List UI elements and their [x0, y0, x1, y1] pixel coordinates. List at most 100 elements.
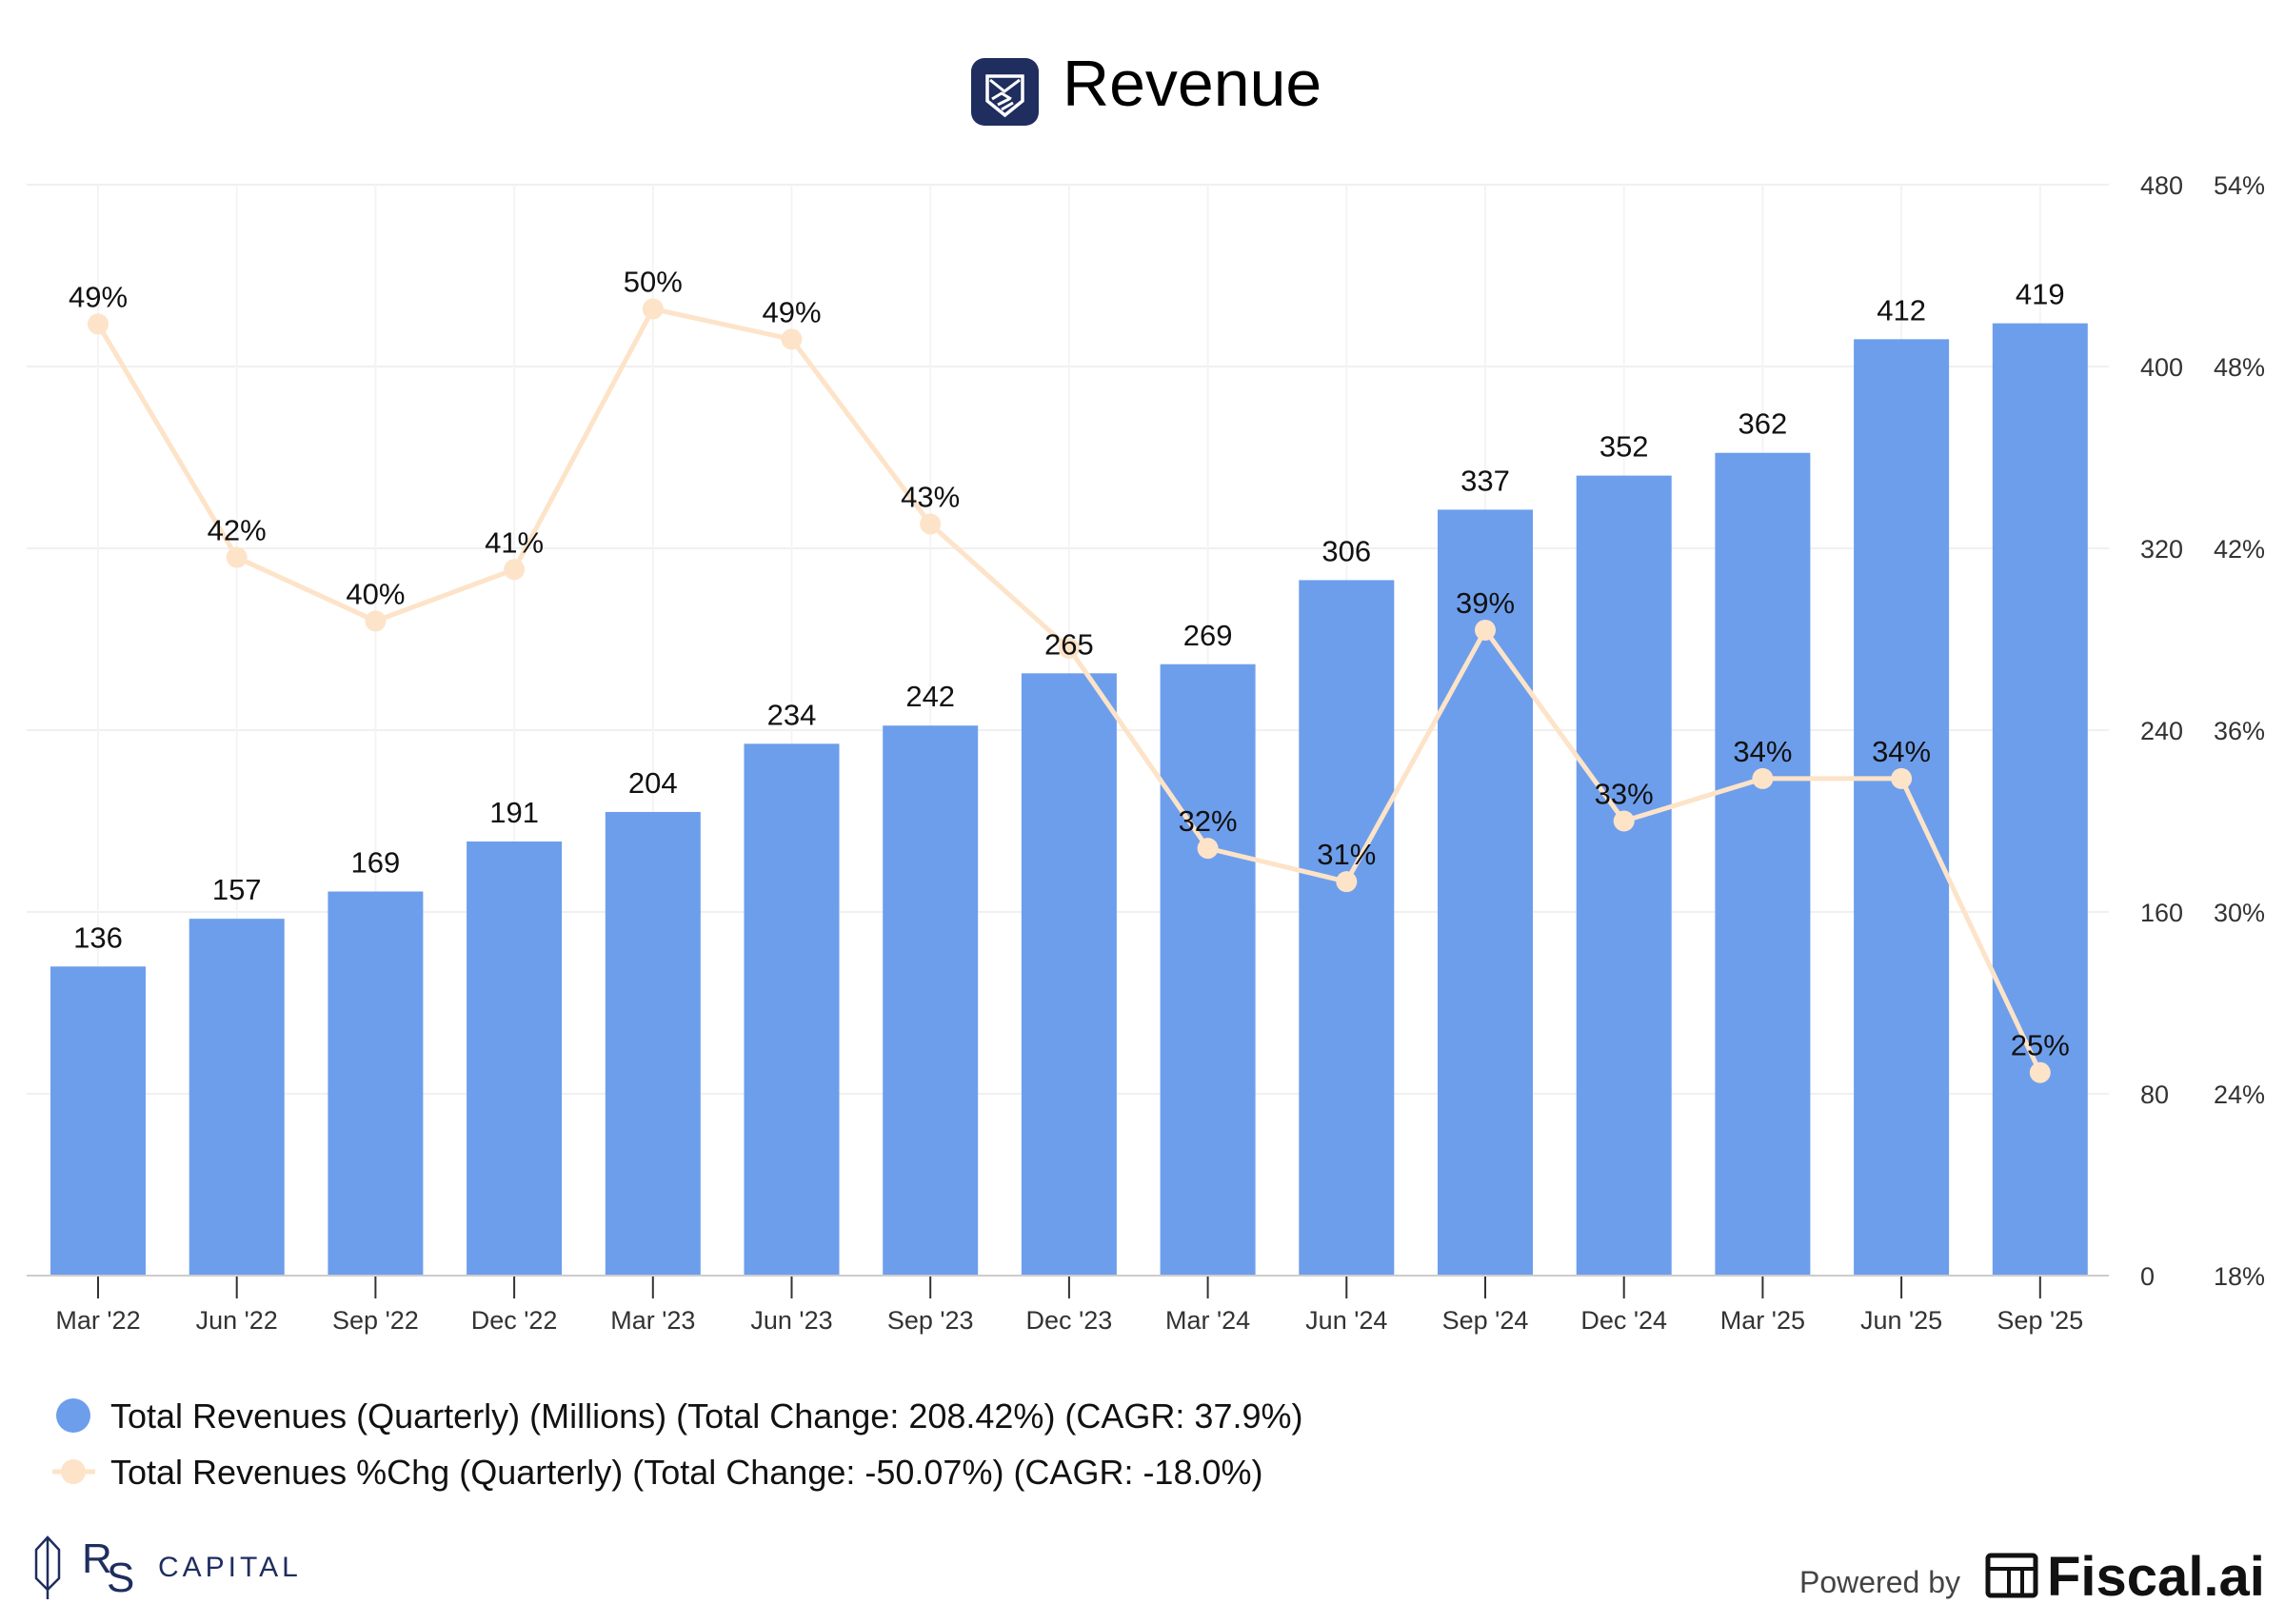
line-point [2029, 1061, 2051, 1083]
line-value-label: 50% [624, 266, 683, 299]
line-point [1891, 767, 1913, 789]
x-tick-label: Dec '24 [1580, 1306, 1667, 1335]
line-value-label: 33% [1595, 778, 1654, 811]
bar-value-label: 204 [628, 766, 678, 800]
bar-value-label: 419 [2016, 278, 2065, 311]
x-tick-label: Sep '22 [332, 1306, 419, 1335]
x-tick-label: Jun '23 [750, 1306, 832, 1335]
bar-value-label: 234 [767, 698, 817, 731]
line-point [365, 610, 387, 632]
axes: 0 18% 80 24% 160 30% 240 36% 320 42% 400 48% 480 54% M… [27, 171, 2265, 1335]
bar [328, 891, 424, 1276]
x-tick-label: Jun '25 [1860, 1306, 1942, 1335]
bar-value-label: 269 [1183, 619, 1233, 652]
fiscal-ai-logo-icon [1985, 1553, 2038, 1598]
line-point [781, 328, 803, 350]
bar [605, 811, 701, 1276]
y-left-tick-label: 400 [2140, 353, 2183, 382]
bar [1576, 475, 1672, 1277]
bar-value-label: 265 [1044, 627, 1094, 661]
line-point [88, 313, 109, 335]
svg-text:R: R [82, 1535, 112, 1582]
line-point [1336, 871, 1358, 893]
line-point [1197, 838, 1219, 860]
bar [189, 919, 285, 1276]
line-point [920, 513, 942, 535]
line-point [1475, 619, 1496, 641]
line-value-label: 41% [485, 525, 544, 559]
x-tick-label: Mar '24 [1165, 1306, 1250, 1335]
line-point [1613, 810, 1635, 832]
legend-bar-label: Total Revenues (Quarterly) (Millions) (T… [110, 1396, 1303, 1436]
line-value-label: 49% [762, 295, 821, 328]
y-right-tick-label: 36% [2214, 717, 2265, 745]
y-right-tick-label: 54% [2214, 171, 2265, 200]
x-tick-label: Jun '22 [196, 1306, 278, 1335]
bar-value-label: 412 [1877, 293, 1926, 327]
bar [50, 966, 146, 1276]
line-value-label: 42% [208, 514, 267, 547]
bar-value-label: 169 [351, 846, 401, 880]
y-right-tick-label: 42% [2214, 535, 2265, 564]
bar [1715, 452, 1811, 1277]
bar-value-label: 157 [212, 873, 262, 906]
line-value-label: 31% [1317, 838, 1376, 871]
data-labels: 136 157 169 191 204 234 242 265 269 306 337 352 362 4… [69, 266, 2070, 1062]
svg-text:S: S [107, 1555, 134, 1601]
legend-line-label: Total Revenues %Chg (Quarterly) (Total C… [110, 1453, 1263, 1492]
bar-value-label: 306 [1321, 534, 1371, 567]
x-tick-label: Sep '25 [1997, 1306, 2083, 1335]
bar-value-label: 136 [73, 921, 123, 954]
bar [1854, 339, 1950, 1277]
line-series [88, 298, 2051, 1083]
fiscal-ai-brand: Fiscal.ai [2047, 1546, 2265, 1608]
y-left-tick-label: 80 [2140, 1080, 2169, 1109]
line-value-label: 40% [346, 577, 405, 610]
y-right-tick-label: 48% [2214, 353, 2265, 382]
x-tick-label: Dec '23 [1026, 1306, 1113, 1335]
title-logo-icon [971, 58, 1039, 126]
bar [883, 725, 979, 1276]
line-point [1752, 767, 1774, 789]
line-value-label: 34% [1733, 735, 1792, 768]
y-right-tick-label: 18% [2214, 1262, 2265, 1291]
x-tick-label: Sep '24 [1442, 1306, 1529, 1335]
x-tick-label: Sep '23 [887, 1306, 974, 1335]
x-tick-label: Mar '23 [610, 1306, 695, 1335]
line-value-label: 39% [1456, 586, 1515, 620]
line-value-label: 43% [901, 481, 960, 514]
chart-title: Revenue [1063, 48, 1321, 120]
line-point [642, 298, 664, 320]
x-tick-label: Mar '25 [1720, 1306, 1805, 1335]
line-value-label: 32% [1179, 804, 1238, 838]
bar [744, 743, 840, 1276]
bar-value-label: 362 [1739, 407, 1788, 441]
bar-value-label: 242 [905, 680, 955, 713]
y-left-tick-label: 480 [2140, 171, 2183, 200]
legend: Total Revenues (Quarterly) (Millions) (T… [52, 1396, 1303, 1492]
bar-value-label: 337 [1460, 464, 1510, 497]
legend-bar-marker [56, 1398, 90, 1433]
line-point [1058, 638, 1080, 660]
y-left-tick-label: 240 [2140, 717, 2183, 745]
y-right-tick-label: 24% [2214, 1080, 2265, 1109]
line-value-label: 34% [1872, 735, 1931, 768]
y-left-tick-label: 160 [2140, 899, 2183, 927]
line-value-label: 25% [2011, 1029, 2070, 1062]
y-left-tick-label: 0 [2140, 1262, 2155, 1291]
bar-value-label: 352 [1600, 430, 1649, 464]
x-tick-label: Jun '24 [1305, 1306, 1387, 1335]
rs-capital-text: CAPITAL [158, 1552, 302, 1583]
y-left-tick-label: 320 [2140, 535, 2183, 564]
line-value-label: 49% [69, 280, 128, 313]
y-right-tick-label: 30% [2214, 899, 2265, 927]
x-tick-label: Mar '22 [55, 1306, 140, 1335]
bar [1299, 580, 1395, 1276]
bar-series [50, 323, 2088, 1277]
x-tick-label: Dec '22 [471, 1306, 558, 1335]
bar-value-label: 191 [489, 796, 539, 829]
line-point [226, 546, 248, 568]
bar [1992, 323, 2088, 1276]
bar [1021, 673, 1117, 1276]
